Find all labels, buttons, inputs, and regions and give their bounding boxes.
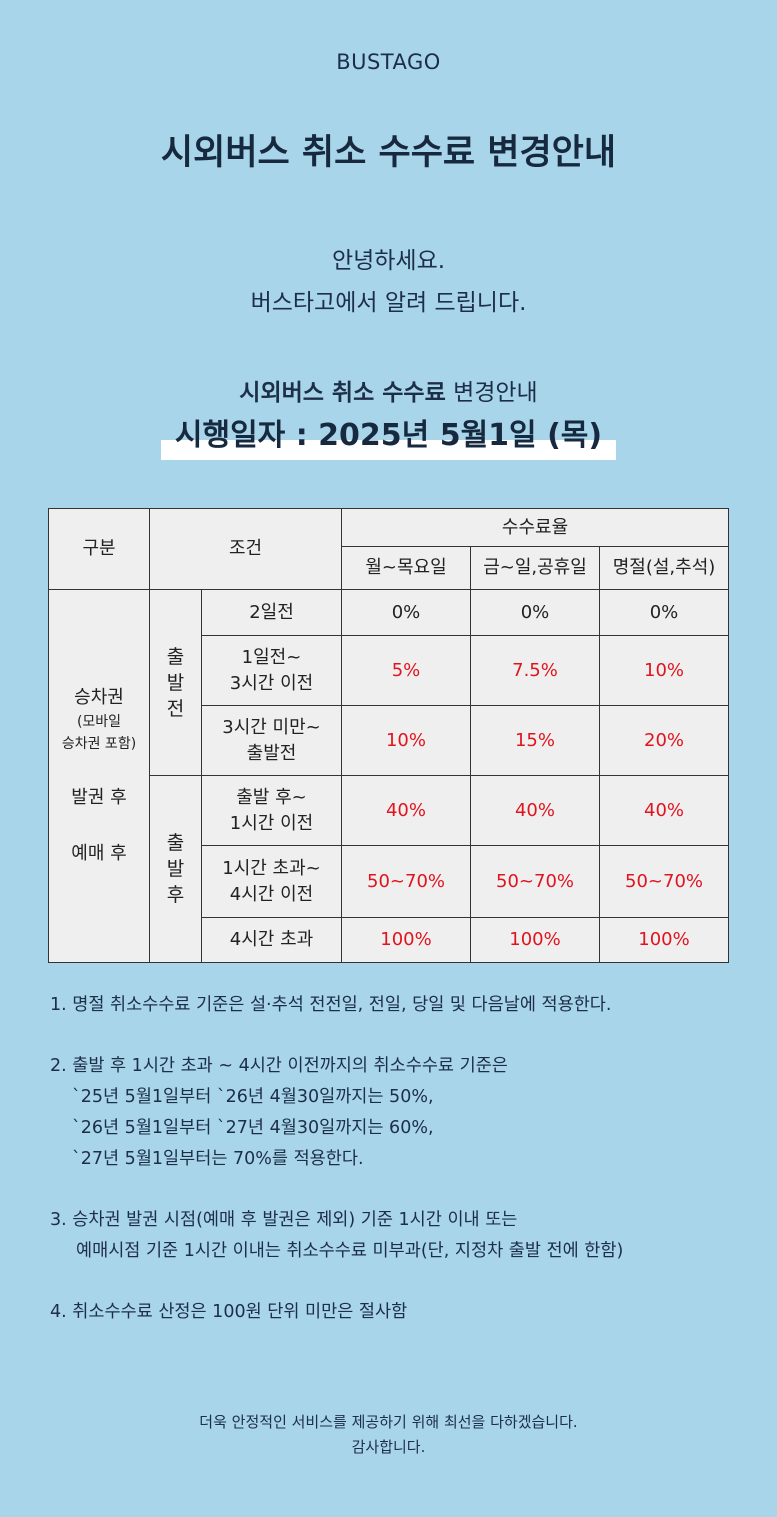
fee-holiday: 10% [598,635,730,706]
condition-cell: 4시간 초과 [201,917,342,963]
effective-date: 시행일자 : 2025년 5월1일 (목) [160,410,617,460]
condition-line-1: 3시간 미만~ [222,716,321,738]
after-issue-label: 발권 후 [71,787,127,808]
condition-cell: 2일전 [201,589,342,636]
condition-cell: 출발 후~ 1시간 이전 [201,775,342,846]
condition-cell: 1시간 초과~ 4시간 이전 [201,845,342,918]
group-before-char: 전 [166,697,185,720]
fee-holiday: 40% [598,775,730,846]
group-before-char: 발 [166,671,185,694]
header-weekday: 월~목요일 [341,546,471,590]
header-fee-rate: 수수료율 [340,508,730,547]
fee-weekday: 40% [341,775,471,846]
condition-cell: 1일전~ 3시간 이전 [201,635,342,706]
condition-line-1: 1일전~ [241,646,302,668]
condition-cell: 3시간 미만~ 출발전 [201,705,342,776]
condition-line-1: 1시간 초과~ [222,857,321,879]
effective-date-text: 시행일자 : 2025년 5월1일 (목) [174,418,603,453]
group-before-departure: 출 발 전 [149,589,202,776]
note-4: 4. 취소수수료 산정은 100원 단위 미만은 절사함 [50,1302,408,1322]
header-weekend: 금~일,공휴일 [470,546,600,590]
group-after-char: 후 [166,884,185,906]
notice-subtitle: 시외버스 취소 수수료 변경안내 [0,373,777,407]
header-condition: 조건 [149,508,342,590]
greeting-line-2: 버스타고에서 알려 드립니다. [250,290,527,316]
note-3-line-1: 3. 승차권 발권 시점(예매 후 발권은 제외) 기준 1시간 이내 또는 [50,1210,518,1230]
fee-holiday: 20% [598,705,730,776]
after-reserve-label: 예매 후 [71,843,127,864]
condition-line-2: 1시간 이전 [229,812,314,834]
footer-line-1: 더욱 안정적인 서비스를 제공하기 위해 최선을 다하겠습니다. [199,1413,578,1431]
condition-line-1: 출발 후~ [236,786,307,808]
group-after-departure: 출 발 후 [149,775,202,963]
note-2-line-1: 2. 출발 후 1시간 초과 ~ 4시간 이전까지의 취소수수료 기준은 [50,1056,508,1076]
notice-subtitle-bold: 시외버스 취소 수수료 [239,380,446,406]
group-after-char: 출 [166,832,185,854]
note-1: 1. 명절 취소수수료 기준은 설·추석 전전일, 전일, 당일 및 다음날에 … [50,995,612,1015]
greeting-line-1: 안녕하세요. [331,248,446,274]
ticket-category-cell: 승차권 (모바일 승차권 포함) 발권 후 예매 후 [48,589,150,963]
brand-logo-text: BUSTAGO [336,50,441,74]
fee-weekend: 40% [470,775,600,846]
note-2-line-3: `26년 5월1일부터 `27년 4월30일까지는 60%, [72,1118,434,1138]
fee-holiday: 100% [598,917,730,963]
page-title: 시외버스 취소 수수료 변경안내 [160,133,617,173]
ticket-note-2: 승차권 포함) [61,736,137,752]
effective-date-wrap: 시행일자 : 2025년 5월1일 (목) [0,410,777,460]
note-3-line-2: 예매시점 기준 1시간 이내는 취소수수료 미부과(단, 지정차 출발 전에 한… [76,1241,624,1261]
fee-table: 구분 조건 수수료율 월~목요일 금~일,공휴일 명절(설,추석) 승차권 (모… [48,508,730,963]
fee-weekday: 0% [341,589,471,636]
fee-weekday: 10% [341,705,471,776]
group-before-char: 출 [166,645,185,668]
notice-subtitle-rest: 변경안내 [453,380,538,406]
fee-weekend: 0% [470,589,600,636]
footer-line-2: 감사합니다. [351,1438,426,1456]
fee-weekend: 7.5% [470,635,600,706]
condition-line-2: 4시간 이전 [229,883,314,905]
fee-weekday: 50~70% [341,845,471,918]
fee-weekday: 5% [341,635,471,706]
group-after-char: 발 [166,858,185,880]
condition-line-2: 3시간 이전 [229,672,314,694]
note-2-line-2: `25년 5월1일부터 `26년 4월30일까지는 50%, [72,1087,434,1107]
date-highlight-bar [160,440,617,460]
header-category: 구분 [48,508,150,590]
condition-line-2: 출발전 [246,742,297,764]
fee-weekend: 50~70% [470,845,600,918]
greeting: 안녕하세요. 버스타고에서 알려 드립니다. [0,240,777,324]
footer: 더욱 안정적인 서비스를 제공하기 위해 최선을 다하겠습니다. 감사합니다. [0,1410,777,1460]
ticket-label: 승차권 [74,687,124,708]
header-holiday: 명절(설,추석) [598,546,730,590]
fee-weekend: 100% [470,917,600,963]
note-2-line-4: `27년 5월1일부터는 70%를 적용한다. [72,1149,364,1169]
fee-holiday: 50~70% [598,845,730,918]
fee-weekend: 15% [470,705,600,776]
notes-list: 1. 명절 취소수수료 기준은 설·추석 전전일, 전일, 당일 및 다음날에 … [50,990,750,1328]
fee-weekday: 100% [341,917,471,963]
ticket-note-1: (모바일 [76,714,122,730]
fee-holiday: 0% [598,589,730,636]
